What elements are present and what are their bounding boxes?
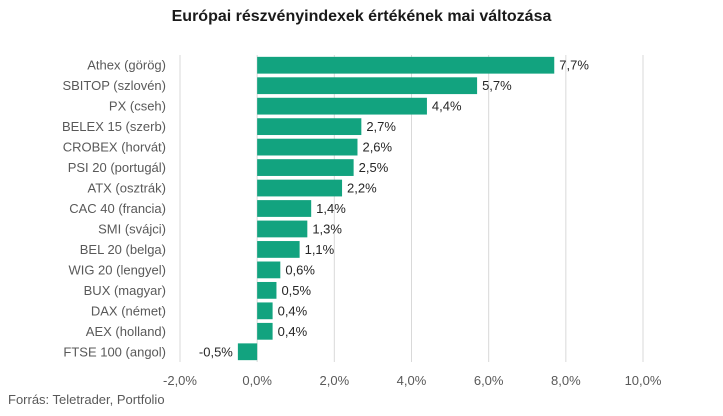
category-label: AEX (holland) [86, 324, 166, 339]
bar [257, 97, 427, 115]
bar [237, 343, 258, 361]
bar [257, 159, 354, 176]
bar [257, 322, 273, 340]
data-label: 4,4% [432, 99, 462, 114]
bar [257, 138, 358, 156]
category-label: FTSE 100 (angol) [63, 344, 166, 359]
category-label: PSI 20 (portugál) [68, 160, 166, 175]
data-label: 2,6% [362, 140, 392, 155]
bar [257, 56, 555, 74]
source-note: Forrás: Teletrader, Portfolio [8, 392, 165, 407]
category-label: BELEX 15 (szerb) [62, 119, 166, 134]
x-tick-label: 6,0% [474, 373, 504, 388]
data-label: 1,4% [316, 201, 346, 216]
bar [257, 179, 343, 197]
category-label: BUX (magyar) [84, 283, 166, 298]
bars [237, 56, 555, 361]
bar [257, 118, 362, 136]
category-label: DAX (német) [91, 303, 166, 318]
chart-title: Európai részvényindexek értékének mai vá… [171, 8, 552, 25]
data-label: 0,4% [278, 303, 308, 318]
data-label: 2,2% [347, 181, 377, 196]
bar [257, 220, 308, 238]
category-label: SMI (svájci) [98, 221, 166, 236]
data-label: 1,3% [312, 221, 342, 236]
data-label: 0,5% [281, 283, 311, 298]
bar [257, 241, 300, 258]
x-tick-label: 0,0% [242, 373, 272, 388]
labels: -2,0% 0,0% 2,0% 4,0% 6,0% 8,0% 10,0% Athex (gör… [62, 58, 662, 388]
x-tick-label: 8,0% [551, 373, 581, 388]
x-tick-label: 4,0% [397, 373, 427, 388]
bar [257, 77, 478, 95]
data-label: 1,1% [305, 242, 335, 257]
bar [257, 200, 312, 217]
data-label: 7,7% [559, 58, 589, 73]
data-label: 0,6% [285, 262, 315, 277]
data-label: 2,5% [359, 160, 389, 175]
x-tick-label: 10,0% [625, 373, 662, 388]
x-tick-label: -2,0% [163, 373, 197, 388]
category-label: ATX (osztrák) [88, 181, 167, 196]
data-label: -0,5% [199, 344, 233, 359]
category-label: Athex (görög) [87, 58, 166, 73]
category-label: PX (cseh) [109, 99, 166, 114]
data-label: 0,4% [278, 324, 308, 339]
category-label: BEL 20 (belga) [80, 242, 166, 257]
category-label: WIG 20 (lengyel) [68, 262, 166, 277]
category-label: CROBEX (horvát) [63, 140, 166, 155]
data-label: 2,7% [366, 119, 396, 134]
bar [257, 261, 281, 279]
x-tick-label: 2,0% [320, 373, 350, 388]
bar [257, 281, 277, 299]
category-label: CAC 40 (francia) [69, 201, 166, 216]
category-label: SBITOP (szlovén) [62, 78, 166, 93]
bar [257, 302, 273, 320]
data-label: 5,7% [482, 78, 512, 93]
